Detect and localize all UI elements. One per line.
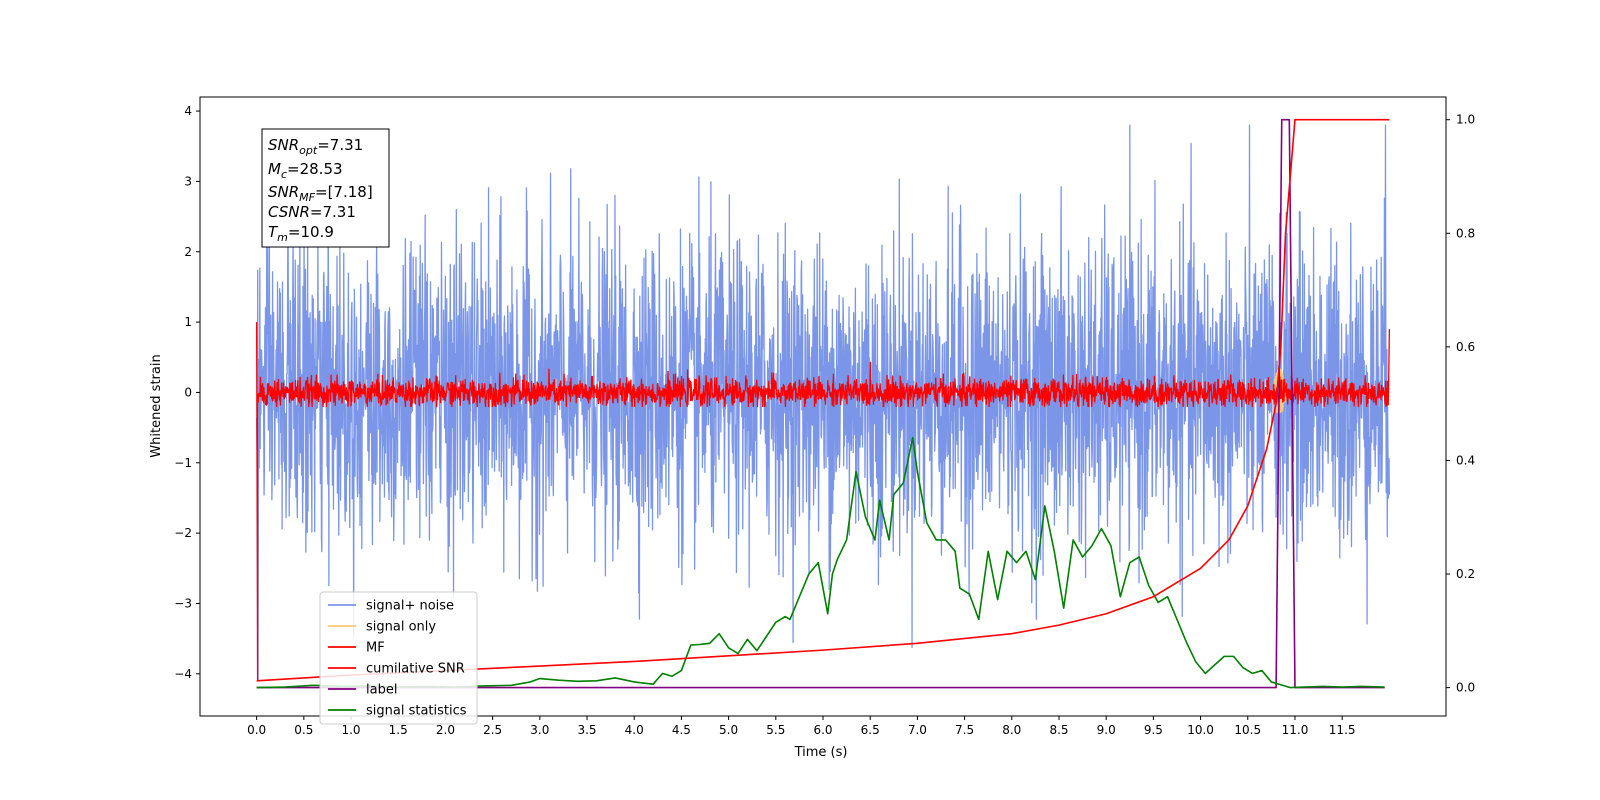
x-tick-label: 11.0 [1282, 723, 1309, 737]
x-tick-label: 0.5 [294, 723, 313, 737]
y-tick-label-left: −3 [174, 596, 192, 610]
y-axis-label: Whitened strain [149, 354, 164, 457]
y-tick-label-right: 0.8 [1456, 226, 1475, 240]
x-tick-label: 2.5 [483, 723, 502, 737]
x-tick-label: 7.5 [955, 723, 974, 737]
y-tick-label-left: −2 [174, 526, 192, 540]
x-tick-label: 8.5 [1049, 723, 1068, 737]
stat-csnr: CSNR=7.31 [268, 203, 356, 221]
series-signal-noise [255, 124, 1391, 682]
y-tick-label-left: 4 [184, 104, 192, 118]
y-tick-label-right: 0.2 [1456, 567, 1475, 581]
stat-snr-opt: SNRopt=7.31 [268, 136, 363, 157]
y-tick-label-right: 0.0 [1456, 681, 1475, 695]
x-tick-label: 11.5 [1329, 723, 1356, 737]
legend: signal+ noise signal only MF cumilative SNR… [319, 591, 478, 725]
x-tick-label: 10.0 [1187, 723, 1214, 737]
x-tick-label: 6.0 [813, 723, 832, 737]
x-tick-label: 10.5 [1234, 723, 1261, 737]
x-tick-label: 4.5 [672, 723, 691, 737]
x-tick-label: 4.0 [625, 723, 644, 737]
series-signal-statistics [256, 436, 1385, 689]
stats-box-frame [261, 128, 390, 248]
stat-snr-mf: SNRMF=[7.18] [268, 183, 373, 204]
series-cumulative-snr [256, 118, 1390, 682]
x-axis-label: Time (s) [794, 745, 848, 760]
x-tick-label: 0.0 [247, 723, 266, 737]
stat-mc: Mc=28.53 [268, 160, 343, 181]
y-tick-label-left: 1 [184, 315, 192, 329]
y-tick-label-left: −4 [174, 667, 192, 681]
x-tick-label: 3.5 [577, 723, 596, 737]
x-tick-label: 3.0 [530, 723, 549, 737]
legend-label: signal+ noise [366, 599, 454, 614]
series-mf [255, 322, 1391, 682]
x-tick-label: 1.0 [341, 723, 360, 737]
x-tick-label: 5.0 [719, 723, 738, 737]
series-layer [255, 118, 1391, 689]
legend-entries: signal+ noise signal only MF cumilative SNR… [328, 599, 467, 719]
x-tick-label: 2.0 [436, 723, 455, 737]
x-tick-label: 7.0 [908, 723, 927, 737]
y-tick-label-right: 0.4 [1456, 453, 1475, 467]
x-tick-label: 9.5 [1144, 723, 1163, 737]
stats-box: SNRopt=7.31 Mc=28.53 SNRMF=[7.18] CSNR=7… [261, 128, 390, 248]
legend-label: cumilative SNR [366, 662, 465, 677]
legend-label: MF [366, 641, 385, 656]
y-tick-label-right: 1.0 [1456, 113, 1475, 127]
stat-tm: Tm=10.9 [268, 223, 334, 244]
legend-label: signal statistics [366, 704, 467, 719]
y-tick-label-left: 0 [184, 385, 192, 399]
legend-label: label [366, 683, 397, 698]
legend-frame [319, 591, 478, 725]
x-tick-label: 1.5 [389, 723, 408, 737]
y-tick-label-left: −1 [174, 456, 192, 470]
y-tick-label-right: 0.6 [1456, 340, 1475, 354]
legend-label: signal only [366, 620, 436, 635]
y-tick-label-left: 2 [184, 245, 192, 259]
axes-layer: 0.0 0.5 1.0 1.5 2.0 2.5 3.0 3.5 4.0 4.5 5.0 5.5 6.0 6… [174, 104, 1475, 737]
y-tick-label-left: 3 [184, 174, 192, 188]
x-tick-label: 8.0 [1002, 723, 1021, 737]
x-tick-label: 6.5 [861, 723, 880, 737]
x-tick-label: 5.5 [766, 723, 785, 737]
x-tick-label: 9.0 [1097, 723, 1116, 737]
